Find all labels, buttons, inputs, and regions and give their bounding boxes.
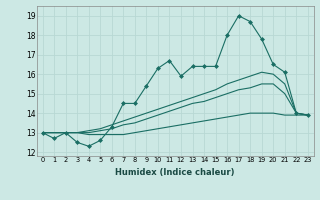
X-axis label: Humidex (Indice chaleur): Humidex (Indice chaleur) [116, 168, 235, 177]
